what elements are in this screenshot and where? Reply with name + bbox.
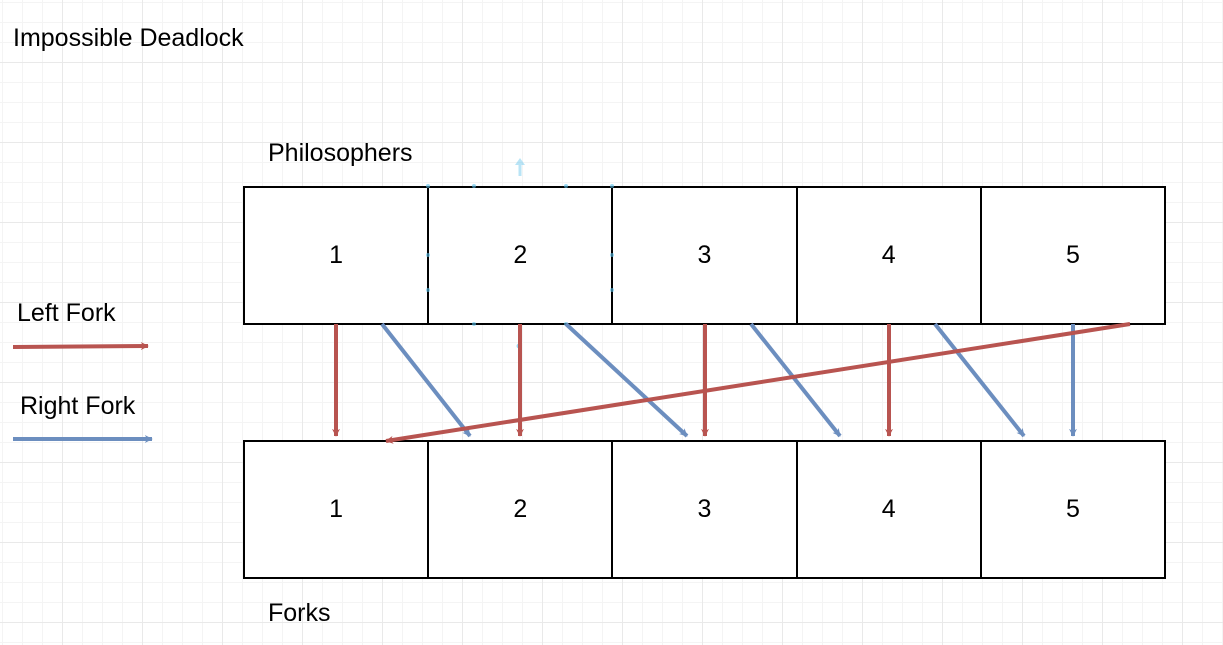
philosopher-4[interactable]: 4 [798, 188, 982, 323]
forks-row: 1 2 3 4 5 [243, 440, 1166, 579]
right-fork-arrow-p2[interactable] [564, 322, 689, 438]
selection-handle[interactable] [426, 288, 430, 292]
fork-2[interactable]: 2 [429, 442, 614, 577]
philosophers-label: Philosophers [268, 139, 413, 167]
fork-1[interactable]: 1 [245, 442, 430, 577]
fork-5[interactable]: 5 [1065, 495, 1080, 523]
selection-handle[interactable] [426, 253, 430, 257]
diagram-title: Impossible Deadlock [13, 24, 244, 52]
selection-handle[interactable] [610, 288, 614, 292]
fork-3[interactable]: 3 [613, 442, 798, 577]
legend-left-fork-label: Left Fork [17, 299, 116, 327]
right-fork-arrow-p3[interactable] [749, 322, 842, 438]
forks-label: Forks [268, 599, 331, 627]
selection-handle[interactable] [472, 322, 476, 326]
rotate-handle-icon[interactable] [515, 158, 525, 176]
right-fork-arrow-p4[interactable] [933, 322, 1026, 438]
philosopher-5[interactable]: 5 [1065, 241, 1080, 269]
selection-handles [426, 158, 614, 349]
selection-handle[interactable] [564, 184, 568, 188]
selection-handle[interactable] [472, 184, 476, 188]
selection-handle[interactable] [426, 184, 430, 188]
left-fork-arrow-p5[interactable] [385, 322, 1131, 444]
legend-left-fork-arrow [12, 342, 149, 351]
philosopher-3[interactable]: 3 [613, 188, 798, 323]
selection-handle[interactable] [610, 184, 614, 188]
legend-right-fork-label: Right Fork [20, 392, 136, 420]
selection-handle[interactable] [610, 253, 614, 257]
fork-4[interactable]: 4 [798, 442, 982, 577]
right-fork-arrow-p1[interactable] [380, 322, 472, 438]
